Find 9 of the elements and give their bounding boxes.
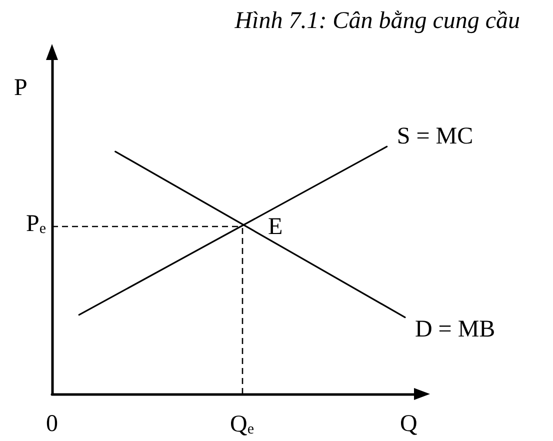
chart-title: Hình 7.1: Cân bằng cung cầu [234, 8, 520, 34]
annotation: E [268, 214, 283, 240]
x-axis-title: Q [400, 411, 418, 437]
series-label: S = MC [396, 124, 474, 150]
y-axis-title: P [14, 75, 28, 101]
ref-line-label: Pe [26, 210, 46, 237]
x-tick-label: 0 [46, 411, 58, 437]
series-label: D = MB [414, 316, 496, 342]
x-tick-label: Qe [230, 412, 254, 438]
